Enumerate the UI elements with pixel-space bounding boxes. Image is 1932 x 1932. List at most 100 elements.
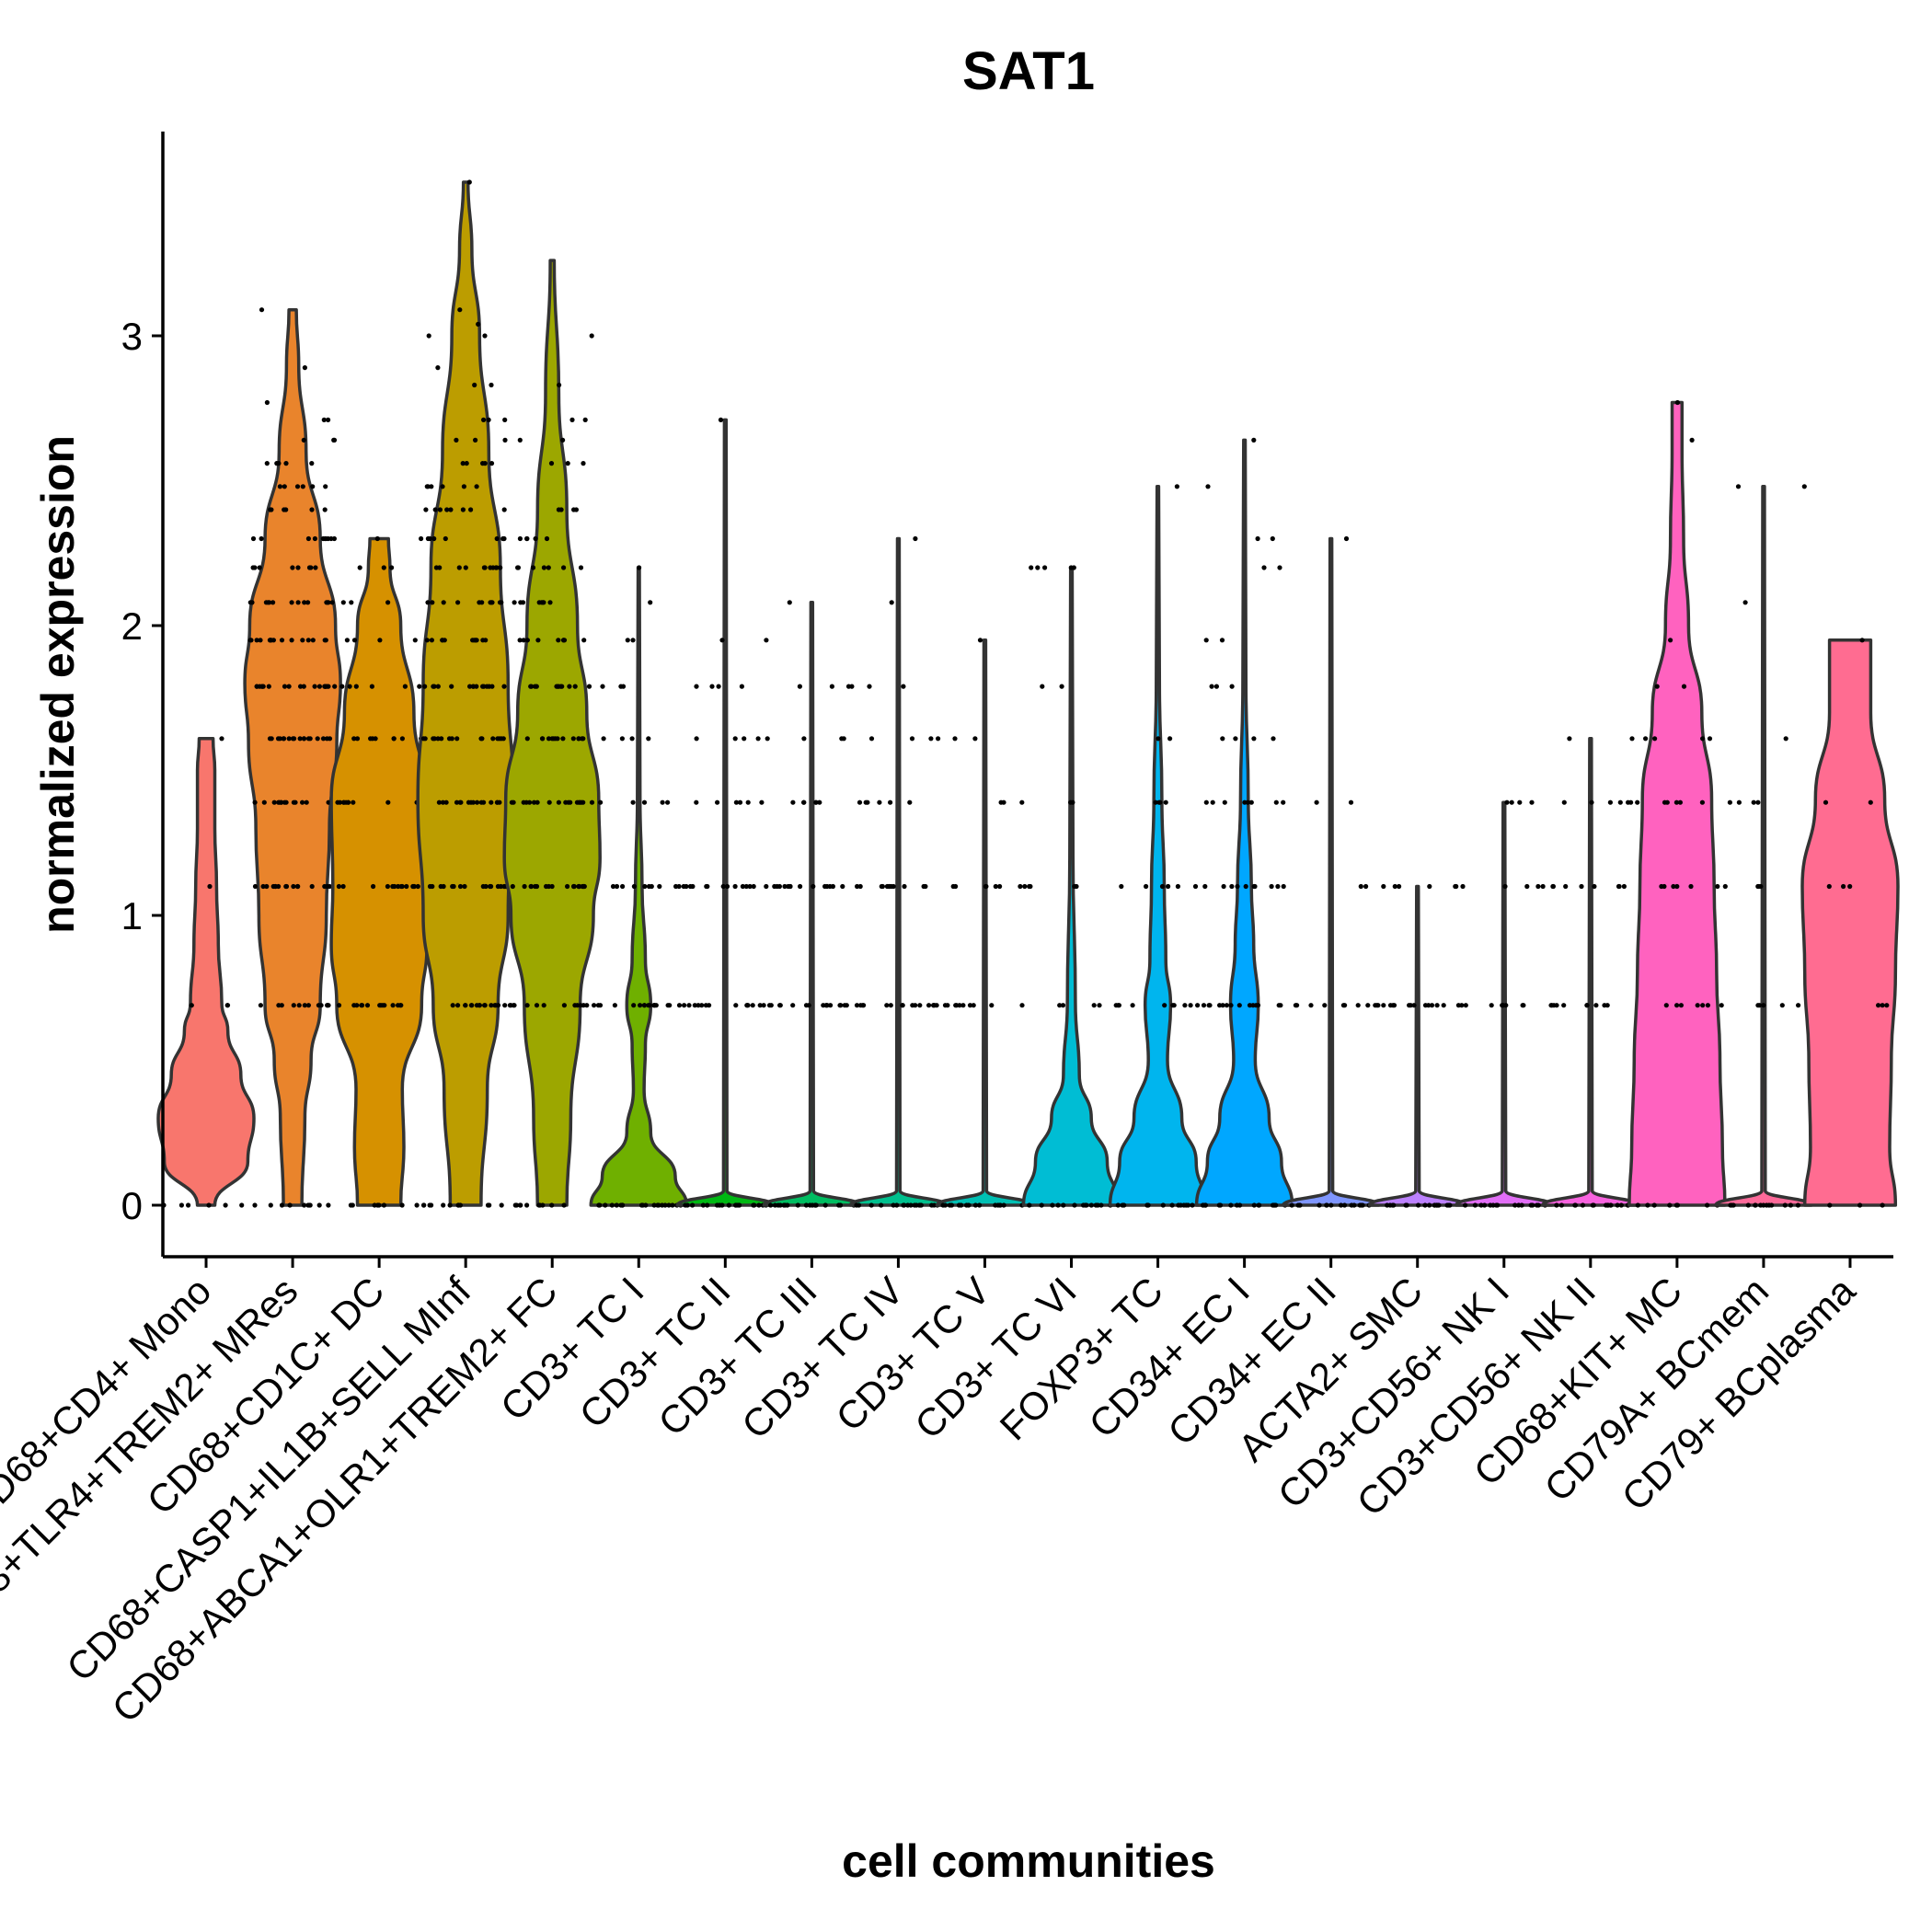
- data-point: [206, 1202, 212, 1208]
- data-point: [1228, 1202, 1234, 1208]
- data-point: [189, 1003, 194, 1008]
- data-point: [1275, 883, 1281, 890]
- violin-group: [1714, 484, 1813, 1208]
- violin-shape: [1281, 536, 1381, 1207]
- data-point: [699, 1003, 705, 1008]
- data-point: [1688, 883, 1694, 890]
- data-point: [1558, 1202, 1564, 1208]
- data-point: [1472, 1202, 1478, 1208]
- violin-shape: [848, 536, 949, 1207]
- data-point: [1795, 1202, 1800, 1208]
- data-point: [1159, 883, 1166, 890]
- data-point: [335, 799, 340, 805]
- data-point: [497, 799, 502, 805]
- data-point: [501, 883, 507, 890]
- data-point: [476, 321, 481, 327]
- data-point: [1229, 684, 1235, 689]
- data-point: [1050, 1202, 1055, 1208]
- data-point: [300, 484, 305, 489]
- data-point: [1314, 799, 1319, 805]
- violin-group: [1455, 799, 1554, 1208]
- violin-shape: [1800, 638, 1900, 1207]
- data-point: [266, 684, 271, 689]
- data-point: [1766, 1202, 1772, 1208]
- data-point: [1880, 1202, 1885, 1208]
- violin-group: [1281, 535, 1381, 1208]
- data-point: [282, 484, 287, 489]
- data-point: [410, 883, 416, 890]
- data-point: [700, 1202, 707, 1208]
- data-point: [283, 883, 289, 890]
- data-point: [468, 1003, 474, 1008]
- data-point: [785, 1202, 790, 1208]
- data-point: [546, 883, 552, 890]
- data-point: [385, 799, 391, 805]
- violin-group: [1194, 437, 1294, 1208]
- data-point: [1068, 799, 1074, 805]
- data-point: [891, 1202, 896, 1208]
- data-point: [972, 736, 978, 742]
- data-point: [891, 883, 896, 890]
- data-point: [548, 461, 555, 466]
- data-point: [1651, 1202, 1657, 1208]
- data-point: [1156, 799, 1162, 805]
- data-point: [600, 684, 605, 689]
- data-point: [1039, 1202, 1044, 1208]
- data-point: [1584, 1003, 1590, 1008]
- data-point: [304, 799, 309, 805]
- data-point: [868, 736, 875, 742]
- data-point: [942, 1202, 948, 1208]
- data-point: [1517, 799, 1523, 805]
- data-point: [261, 799, 267, 805]
- data-point: [534, 684, 539, 689]
- data-point: [1322, 1003, 1328, 1008]
- data-point: [431, 684, 437, 689]
- data-point: [687, 883, 694, 890]
- data-point: [443, 799, 449, 805]
- data-point: [1341, 1202, 1348, 1208]
- data-point: [603, 1202, 608, 1208]
- data-point: [1427, 883, 1432, 890]
- data-point: [414, 1202, 420, 1208]
- data-point: [250, 565, 256, 570]
- data-point: [686, 1003, 692, 1008]
- data-point: [489, 883, 494, 890]
- data-point: [286, 736, 292, 742]
- data-point: [483, 883, 489, 890]
- data-point: [323, 638, 328, 643]
- data-point: [424, 484, 430, 489]
- data-point: [1695, 1003, 1700, 1008]
- data-point: [308, 565, 314, 570]
- data-point: [307, 736, 313, 742]
- data-point: [1674, 883, 1680, 890]
- data-point: [500, 736, 506, 742]
- data-point: [499, 1202, 504, 1208]
- data-point: [441, 1202, 446, 1208]
- data-point: [561, 638, 568, 643]
- data-point: [315, 736, 320, 742]
- data-point: [517, 535, 523, 542]
- data-point: [1432, 1202, 1437, 1208]
- data-point: [447, 1202, 453, 1208]
- data-point: [219, 736, 224, 742]
- data-point: [257, 565, 262, 570]
- data-point: [473, 437, 478, 443]
- data-point: [396, 1003, 401, 1008]
- data-point: [341, 799, 347, 805]
- data-point: [250, 535, 257, 542]
- data-point: [433, 565, 439, 570]
- data-point: [391, 736, 397, 742]
- data-point: [1859, 638, 1865, 643]
- data-point: [281, 736, 286, 742]
- data-point: [1628, 799, 1634, 805]
- data-point: [1163, 799, 1168, 805]
- data-point: [953, 1003, 959, 1008]
- data-point: [291, 1003, 296, 1008]
- data-point: [1055, 1202, 1061, 1208]
- data-point: [1788, 1202, 1793, 1208]
- data-point: [913, 535, 918, 542]
- data-point: [1205, 484, 1211, 489]
- data-point: [950, 883, 956, 890]
- data-point: [270, 600, 276, 605]
- violin-shape: [1194, 438, 1294, 1207]
